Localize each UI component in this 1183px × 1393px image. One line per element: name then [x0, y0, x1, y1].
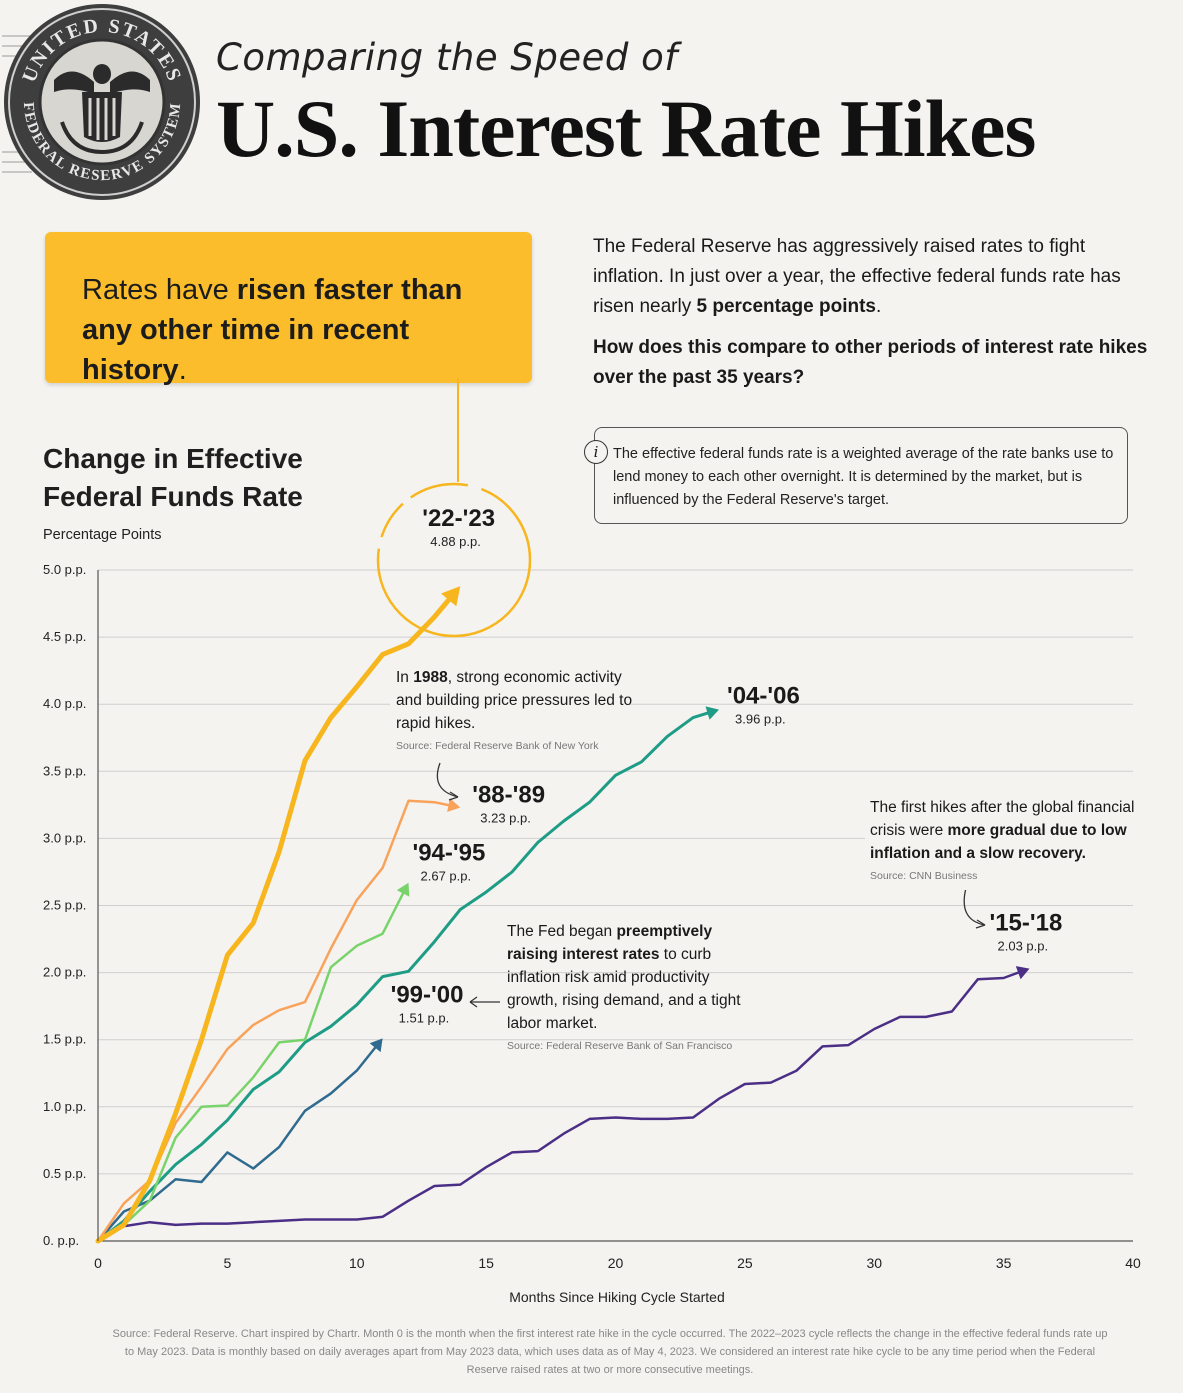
callout-text-bold: risen faster than any other time in rece… [82, 274, 463, 386]
y-tick-label: 5.0 p.p. [43, 562, 86, 577]
y-tick-label: 3.0 p.p. [43, 830, 86, 845]
series-line-04-06 [96, 710, 714, 1243]
x-tick-label: 0 [94, 1255, 102, 1271]
info-icon: i [584, 440, 608, 464]
pre-title: Comparing the Speed of [216, 36, 678, 79]
annotation-1988: In 1988, strong economic activity and bu… [396, 666, 636, 753]
series-value-label: 2.67 p.p. [421, 869, 472, 884]
series-arrowhead-15-18 [1015, 966, 1030, 980]
series-value-label: 2.03 p.p. [998, 939, 1049, 954]
series-line-99-00 [96, 1042, 380, 1243]
series-value-label: 4.88 p.p. [430, 534, 481, 549]
annotation-1999-post: to curb inflation risk amid productivity… [507, 946, 741, 1032]
x-tick-label: 25 [737, 1255, 753, 1271]
series-value-label: 3.96 p.p. [735, 712, 786, 727]
series-arrowhead-99-00 [369, 1038, 383, 1053]
x-tick-label: 35 [996, 1255, 1012, 1271]
annotation-arrow-1988 [436, 762, 459, 798]
x-tick-label: 40 [1125, 1255, 1141, 1271]
info-text: The effective federal funds rate is a we… [613, 446, 1114, 508]
x-tick-label: 15 [478, 1255, 494, 1271]
intro-text: The Federal Reserve has aggressively rai… [593, 236, 1121, 317]
federal-reserve-seal: UNITED STATES FEDERAL RESERVE SYSTEM [2, 4, 200, 200]
intro-paragraph: The Federal Reserve has aggressively rai… [593, 232, 1153, 322]
annotation-2015-pre: The first hikes after the global financi… [870, 799, 1135, 839]
annotation-2015-source: Source: CNN Business [870, 870, 978, 882]
footer-source: Source: Federal Reserve. Chart inspired … [112, 1328, 1108, 1376]
series-name-label: '15-'18 [990, 910, 1063, 937]
y-tick-label: 4.0 p.p. [43, 696, 86, 711]
y-tick-label: 1.0 p.p. [43, 1099, 86, 1114]
annotation-1988-bold: 1988 [413, 669, 448, 686]
intro-end: . [876, 296, 882, 317]
intro-bold: 5 percentage points [696, 296, 877, 317]
callout-text: Rates have risen faster than any other t… [82, 270, 512, 390]
annotation-1999-bold: preemptively raising interest rates [507, 923, 713, 963]
annotation-1988-post: , strong economic activity and building … [396, 669, 633, 732]
annotation-arrowhead-1999 [469, 996, 478, 1008]
info-box [594, 427, 1128, 524]
callout-text-end: . [178, 354, 187, 386]
annotation-2015: The first hikes after the global financi… [870, 796, 1138, 883]
series-line-15-18 [96, 969, 1024, 1243]
annotation-arrowhead-1988 [448, 791, 459, 801]
intro-question: How does this compare to other periods o… [593, 337, 1148, 388]
chart-title: Change in Effective Federal Funds Rate [43, 443, 303, 512]
series-arrowhead-22-23 [441, 586, 461, 607]
annotation-1999-source: Source: Federal Reserve Bank of San Fran… [507, 1040, 733, 1052]
series-arrowhead-94-95 [396, 882, 410, 897]
callout-box [45, 232, 532, 383]
series-name-label: '94-'95 [413, 840, 486, 867]
y-tick-label: 3.5 p.p. [43, 763, 86, 778]
x-tick-label: 5 [223, 1255, 231, 1271]
y-tick-label: 4.5 p.p. [43, 629, 86, 644]
x-axis-label: Months Since Hiking Cycle Started [509, 1289, 725, 1305]
series-line-94-95 [96, 887, 407, 1243]
page-title: U.S. Interest Rate Hikes [216, 83, 1036, 174]
annotation-2015-bold: more gradual due to low inflation and a … [870, 822, 1127, 862]
series-name-label: '04-'06 [727, 683, 800, 710]
annotation-bg-1988 [390, 665, 630, 757]
series-arrowhead-04-06 [705, 706, 719, 720]
annotation-1988-source: Source: Federal Reserve Bank of New York [396, 740, 599, 752]
annotation-arrowhead-2015 [975, 919, 986, 929]
chart-subtitle: Percentage Points [43, 527, 162, 543]
x-tick-label: 20 [608, 1255, 624, 1271]
series-value-label: 1.51 p.p. [399, 1010, 450, 1025]
series-line-22-23 [95, 591, 456, 1244]
y-tick-label: 0. p.p. [43, 1233, 79, 1248]
series-arrowhead-88-89 [447, 798, 461, 812]
callout-text-part: Rates have [82, 274, 237, 306]
y-tick-label: 2.0 p.p. [43, 965, 86, 980]
x-tick-label: 30 [866, 1255, 882, 1271]
y-tick-label: 1.5 p.p. [43, 1032, 86, 1047]
series-name-label: '22-'23 [422, 505, 495, 532]
series-value-label: 3.23 p.p. [480, 811, 531, 826]
annotation-1999-pre: The Fed began [507, 923, 617, 940]
y-tick-label: 2.5 p.p. [43, 898, 86, 913]
series-name-label: '88-'89 [472, 782, 545, 809]
y-tick-label: 0.5 p.p. [43, 1166, 86, 1181]
annotation-1999: The Fed began preemptively raising inter… [507, 920, 757, 1053]
annotation-bg-2015 [865, 795, 1140, 890]
x-tick-label: 10 [349, 1255, 365, 1271]
highlight-circle [376, 482, 532, 638]
annotation-arrow-2015 [963, 887, 986, 926]
series-name-label: '99-'00 [391, 981, 464, 1008]
annotation-1988-pre: In [396, 669, 414, 686]
